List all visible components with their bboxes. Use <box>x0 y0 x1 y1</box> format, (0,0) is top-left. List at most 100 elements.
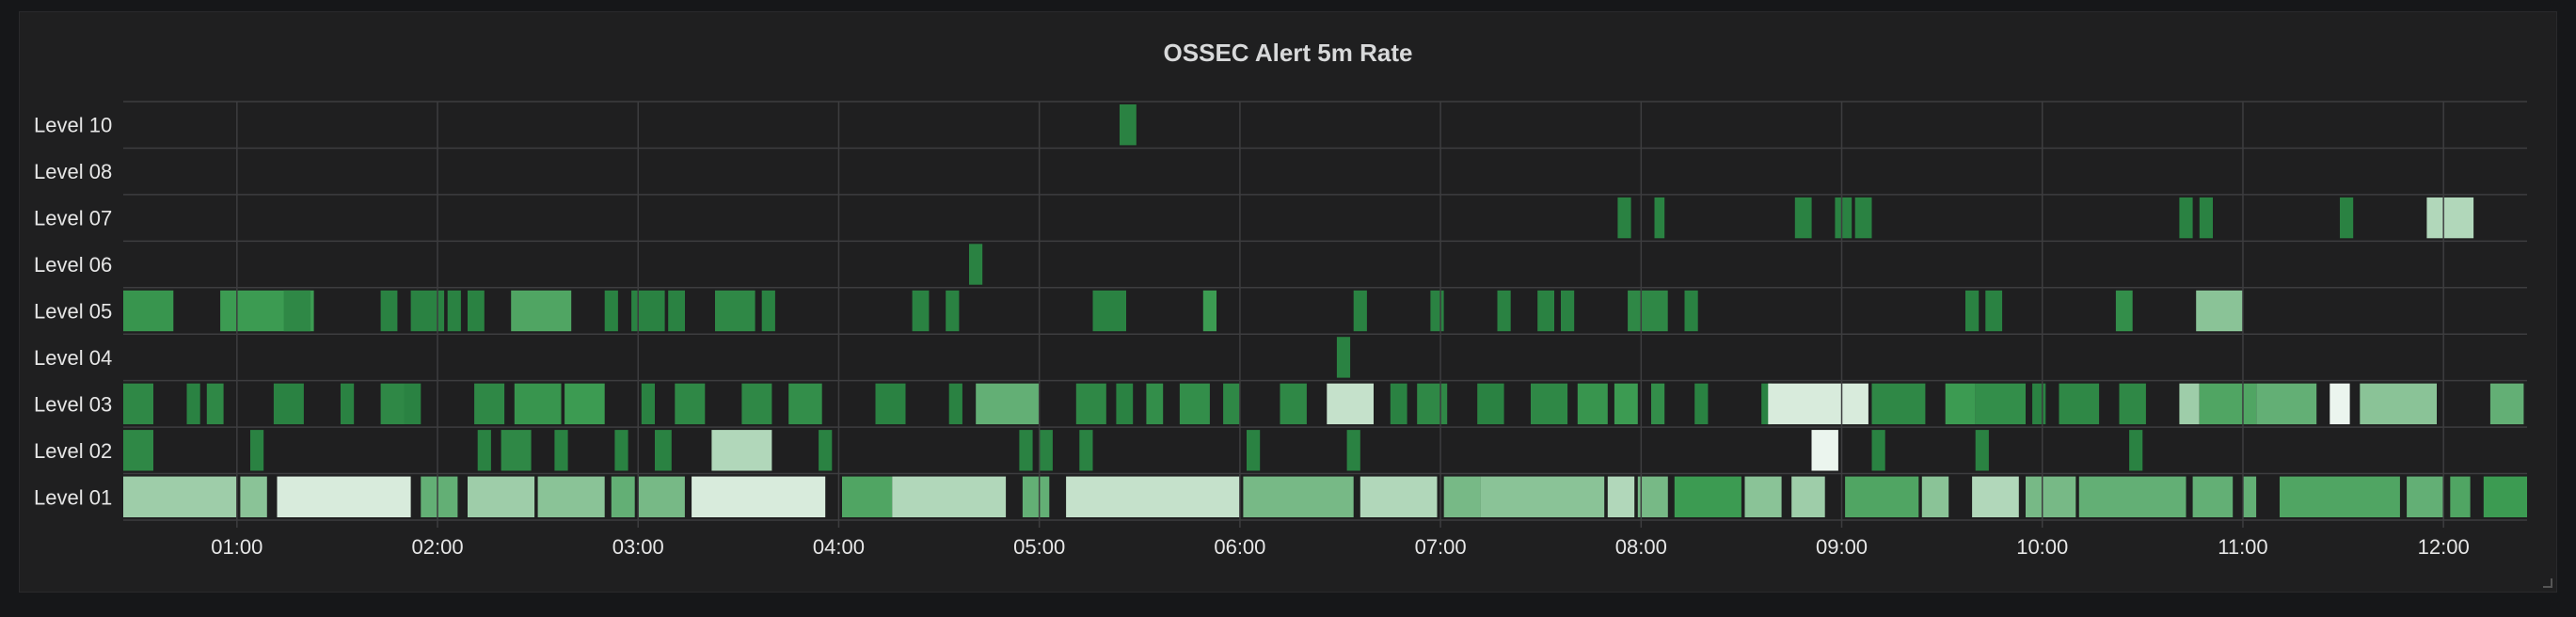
heatmap-cell[interactable] <box>447 290 461 332</box>
heatmap-cell[interactable] <box>1835 197 1852 239</box>
heatmap-cell[interactable] <box>1497 290 1511 332</box>
heatmap-cell[interactable] <box>474 383 505 425</box>
heatmap-cell[interactable] <box>250 430 264 471</box>
heatmap-cell[interactable] <box>611 476 635 517</box>
heatmap-cell[interactable] <box>1651 383 1665 425</box>
heatmap-cell[interactable] <box>2489 383 2524 425</box>
heatmap-cell[interactable] <box>1811 430 1838 471</box>
heatmap-cell[interactable] <box>1390 383 1407 425</box>
heatmap-cell[interactable] <box>819 430 833 471</box>
heatmap-cell[interactable] <box>186 383 200 425</box>
heatmap-cell[interactable] <box>715 290 755 332</box>
heatmap-cell[interactable] <box>1985 290 2003 332</box>
heatmap-cell[interactable] <box>410 290 445 332</box>
heatmap-cell[interactable] <box>2199 383 2257 425</box>
heatmap-cell[interactable] <box>641 383 655 425</box>
heatmap-cell[interactable] <box>1537 290 1554 332</box>
heatmap-cell[interactable] <box>421 476 458 517</box>
heatmap-cell[interactable] <box>1577 383 1608 425</box>
heatmap-cell[interactable] <box>1845 476 1919 517</box>
heatmap-cell[interactable] <box>2032 383 2046 425</box>
heatmap-cell[interactable] <box>2280 476 2400 517</box>
heatmap-cell[interactable] <box>123 476 237 517</box>
heatmap-cell[interactable] <box>892 476 1007 517</box>
heatmap-cell[interactable] <box>1247 430 1261 471</box>
heatmap-cell[interactable] <box>741 383 772 425</box>
heatmap-chart[interactable]: Level 10 Level 08 Level 07 Level 06 Level 05… <box>20 12 2558 593</box>
heatmap-cell[interactable] <box>1430 290 1444 332</box>
heatmap-cell[interactable] <box>2407 476 2444 517</box>
heatmap-cell[interactable] <box>1674 476 1741 517</box>
heatmap-cell[interactable] <box>1965 290 1980 332</box>
heatmap-cell[interactable] <box>1022 476 1050 517</box>
heatmap-cell[interactable] <box>1975 430 1989 471</box>
heatmap-cell[interactable] <box>240 476 267 517</box>
heatmap-cell[interactable] <box>711 430 772 471</box>
heatmap-cell[interactable] <box>1443 476 1481 517</box>
heatmap-cell[interactable] <box>1628 290 1668 332</box>
heatmap-cell[interactable] <box>1079 430 1093 471</box>
heatmap-cell[interactable] <box>1617 197 1631 239</box>
heatmap-cell[interactable] <box>1684 290 1698 332</box>
heatmap-cell[interactable] <box>912 290 930 332</box>
heatmap-cell[interactable] <box>468 290 485 332</box>
heatmap-cell[interactable] <box>1120 104 1137 146</box>
heatmap-cell[interactable] <box>2256 383 2317 425</box>
heatmap-cell[interactable] <box>380 290 398 332</box>
heatmap-cell[interactable] <box>1353 290 1367 332</box>
heatmap-cell[interactable] <box>1637 476 1668 517</box>
heatmap-cell[interactable] <box>1654 197 1665 239</box>
heatmap-cell[interactable] <box>514 383 562 425</box>
heatmap-cell[interactable] <box>692 476 826 517</box>
heatmap-cell[interactable] <box>1607 476 1635 517</box>
heatmap-cell[interactable] <box>501 430 532 471</box>
heatmap-cell[interactable] <box>1202 290 1216 332</box>
heatmap-cell[interactable] <box>1761 383 1772 425</box>
heatmap-cell[interactable] <box>1092 290 1127 332</box>
heatmap-cell[interactable] <box>1768 383 1868 425</box>
heatmap-cell[interactable] <box>2078 476 2186 517</box>
heatmap-cell[interactable] <box>537 476 605 517</box>
heatmap-cell[interactable] <box>273 383 304 425</box>
heatmap-cell[interactable] <box>554 430 568 471</box>
heatmap-cell[interactable] <box>2179 383 2200 425</box>
heatmap-cell[interactable] <box>1417 383 1448 425</box>
heatmap-cell[interactable] <box>1066 476 1240 517</box>
heatmap-cell[interactable] <box>2192 476 2234 517</box>
heatmap-cell[interactable] <box>614 430 628 471</box>
heatmap-cell[interactable] <box>123 290 174 332</box>
heatmap-cell[interactable] <box>1791 476 1825 517</box>
heatmap-cell[interactable] <box>2340 197 2354 239</box>
heatmap-cell[interactable] <box>1223 383 1240 425</box>
heatmap-cell[interactable] <box>123 383 153 425</box>
heatmap-cell[interactable] <box>2450 476 2471 517</box>
heatmap-cell[interactable] <box>2196 290 2243 332</box>
heatmap-cell[interactable] <box>1531 383 1568 425</box>
heatmap-cell[interactable] <box>1975 383 2026 425</box>
heatmap-cell[interactable] <box>2026 476 2076 517</box>
heatmap-cell[interactable] <box>477 430 491 471</box>
heatmap-cell[interactable] <box>1614 383 1638 425</box>
heatmap-cell[interactable] <box>969 244 983 285</box>
heatmap-cell[interactable] <box>761 290 775 332</box>
heatmap-cell[interactable] <box>1854 197 1872 239</box>
heatmap-cell[interactable] <box>123 430 153 471</box>
heatmap-cell[interactable] <box>277 476 411 517</box>
heatmap-cell[interactable] <box>1480 476 1605 517</box>
heatmap-cell[interactable] <box>638 476 685 517</box>
heatmap-cell[interactable] <box>1360 476 1438 517</box>
heatmap-cell[interactable] <box>404 383 421 425</box>
heatmap-cell[interactable] <box>1327 383 1374 425</box>
heatmap-cell[interactable] <box>946 290 960 332</box>
heatmap-cell[interactable] <box>1477 383 1504 425</box>
heatmap-cell[interactable] <box>2129 430 2143 471</box>
heatmap-cell[interactable] <box>511 290 572 332</box>
heatmap-cell[interactable] <box>1972 476 2019 517</box>
heatmap-cell[interactable] <box>948 383 962 425</box>
heatmap-cell[interactable] <box>2426 197 2474 239</box>
heatmap-cell[interactable] <box>1346 430 1360 471</box>
heatmap-cell[interactable] <box>1945 383 1976 425</box>
heatmap-cell[interactable] <box>875 383 906 425</box>
heatmap-cell[interactable] <box>1871 383 1926 425</box>
heatmap-cell[interactable] <box>1921 476 1949 517</box>
